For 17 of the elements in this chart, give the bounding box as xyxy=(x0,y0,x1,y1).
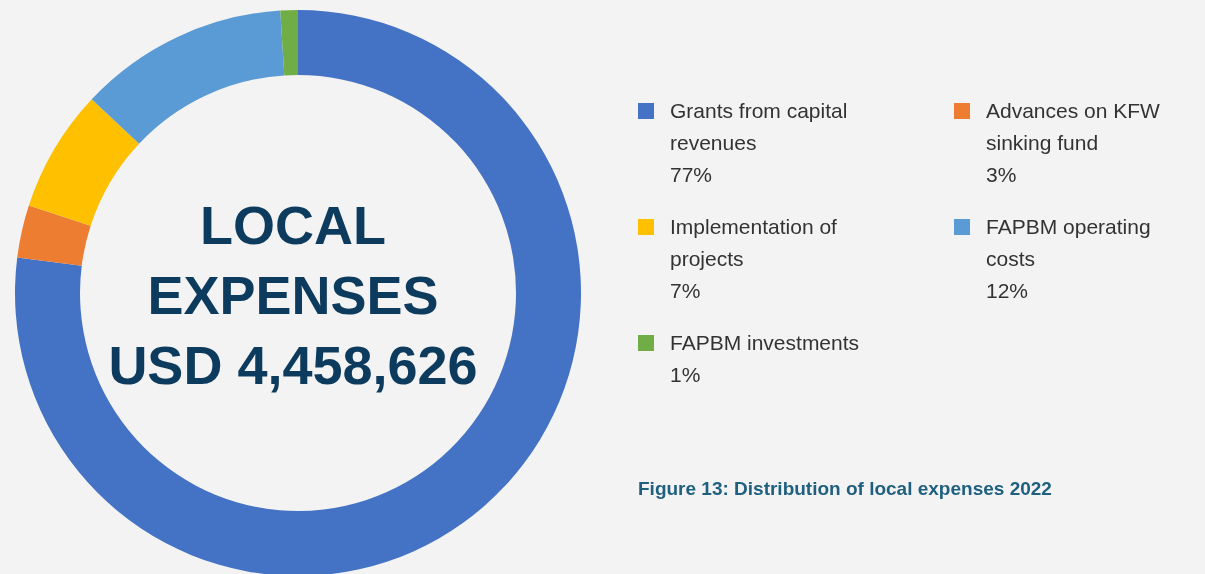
donut-slice xyxy=(15,10,581,574)
text: LOCAL EXPENSES USD 4,458,626 xyxy=(107,194,479,397)
donut-slice xyxy=(28,99,140,226)
text: Figure 13: Distribution of local expenses 2022 xyxy=(638,478,1052,500)
data-label: 3% xyxy=(986,162,1018,188)
donut-slice xyxy=(280,10,298,76)
donut-slice xyxy=(91,10,285,144)
data-label: 12% xyxy=(986,278,1030,304)
legend-label: FAPBM investments xyxy=(670,330,861,356)
donut-slice xyxy=(17,205,91,266)
data-label: 7% xyxy=(670,278,702,304)
legend-label: Advances on KFW sinking fund xyxy=(986,98,1161,156)
legend-label: Implementation of projects xyxy=(670,214,838,272)
legend-label: Grants from capital revenues xyxy=(670,98,849,156)
data-label: 1% xyxy=(670,362,702,388)
data-label: 77% xyxy=(670,162,714,188)
legend-label: FAPBM operating costs xyxy=(986,214,1152,272)
